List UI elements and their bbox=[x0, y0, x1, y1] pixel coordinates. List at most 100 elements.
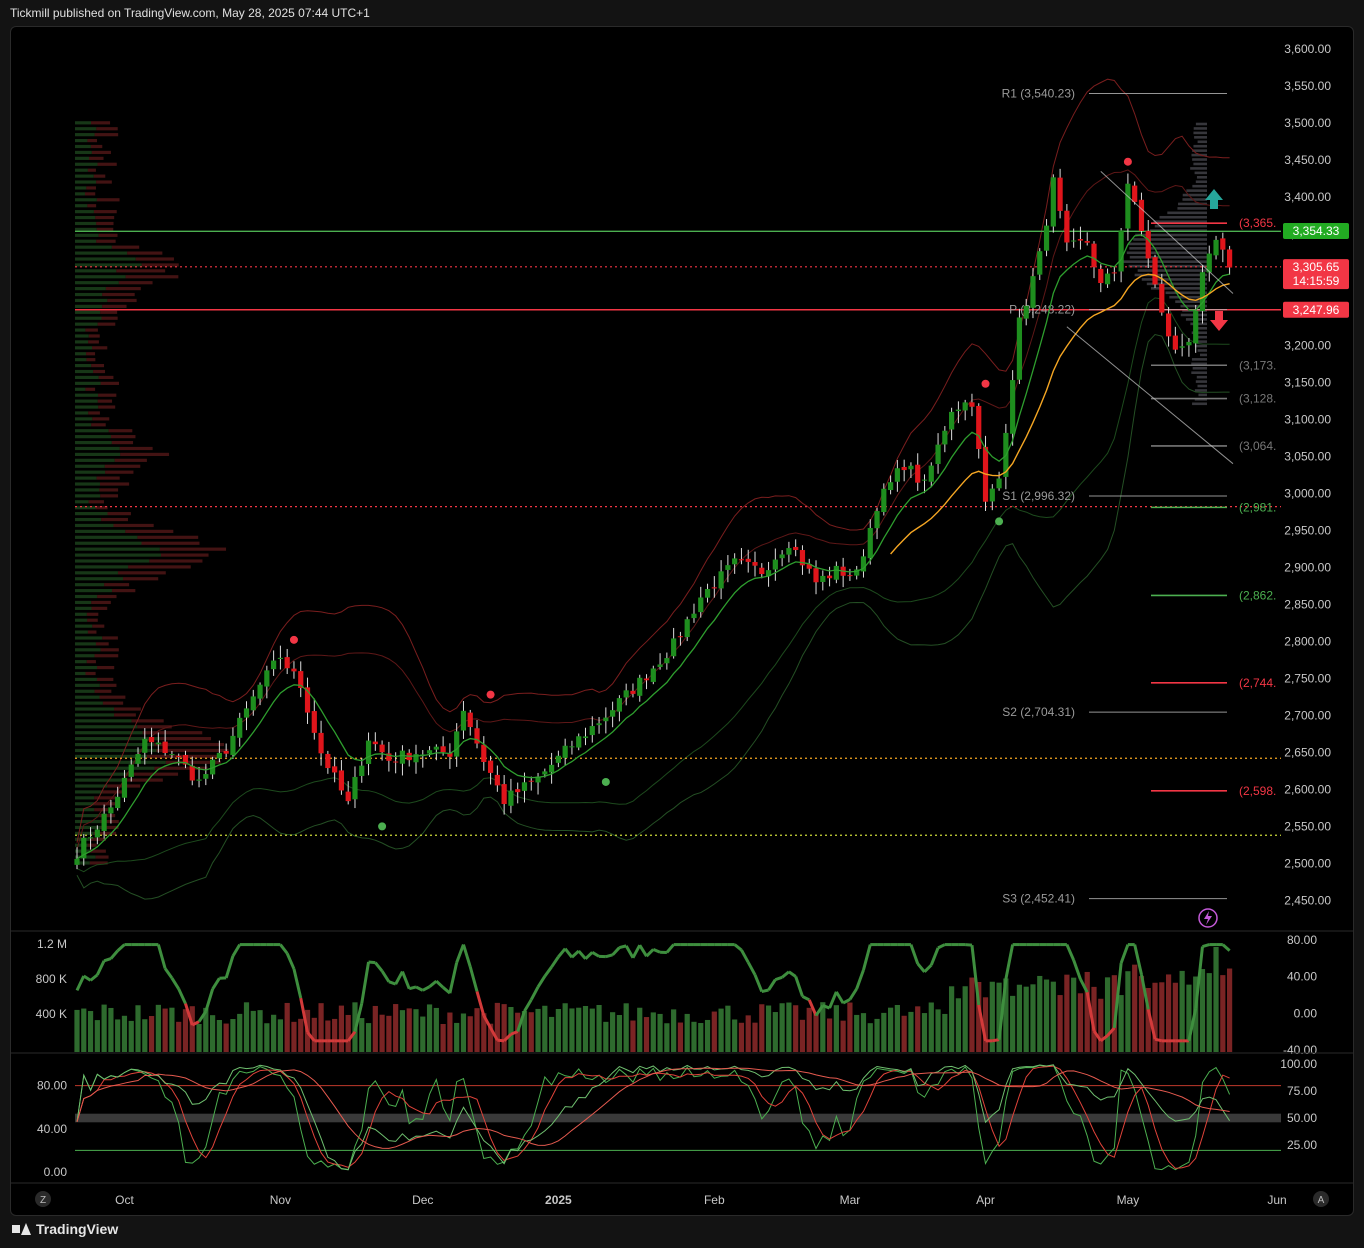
volume-oscillator-segment bbox=[929, 947, 940, 966]
volume-profile-bar-up bbox=[75, 304, 103, 308]
price-tick: 2,950.00 bbox=[1284, 523, 1331, 537]
volume-profile-bar-down bbox=[111, 440, 134, 445]
zoom-reset-button[interactable]: Z bbox=[35, 1191, 51, 1207]
volume-profile-bar-up bbox=[75, 440, 112, 445]
oscillator-tick: 80.00 bbox=[1287, 933, 1317, 947]
time-tick: Jun bbox=[1267, 1193, 1286, 1207]
volume-profile-bar-down bbox=[102, 292, 135, 297]
volume-profile-bar-up bbox=[75, 257, 136, 261]
volume-profile-bar-up bbox=[75, 506, 96, 510]
volume-oscillator-segment bbox=[89, 973, 99, 982]
bull-candle bbox=[271, 660, 277, 670]
volume-bar bbox=[637, 1007, 643, 1052]
volume-profile-bar-up bbox=[75, 127, 97, 131]
volume-bar bbox=[840, 1020, 846, 1052]
bull-candle bbox=[718, 571, 724, 589]
volume-bar bbox=[87, 1011, 94, 1052]
volume-profile-bar-down bbox=[86, 186, 96, 190]
bull-candle bbox=[426, 750, 433, 754]
volume-profile-bar-down bbox=[98, 393, 117, 397]
bull-candle bbox=[664, 658, 670, 664]
volume-bar bbox=[176, 1021, 182, 1052]
volume-profile-bar-up bbox=[75, 512, 108, 516]
bear-candle bbox=[291, 668, 297, 672]
chart-frame[interactable]: R1 (3,540.23) P (3,248.22) S1 (2,996.32) S2… bbox=[10, 26, 1354, 1216]
volume-bar bbox=[1227, 968, 1233, 1052]
volume-profile-bar-up bbox=[75, 186, 87, 190]
bear-candle bbox=[806, 564, 812, 569]
volume-oscillator-segment bbox=[788, 970, 797, 978]
volume-oscillator-segment bbox=[923, 964, 933, 973]
bull-candle bbox=[365, 740, 372, 764]
volume-oscillator-segment bbox=[1202, 943, 1210, 949]
bull-candle bbox=[833, 565, 839, 580]
bull-candle bbox=[460, 710, 467, 731]
volume-profile-bar-down bbox=[141, 541, 200, 545]
price-tag-value: 3,247.96 bbox=[1293, 303, 1340, 317]
bull-candle bbox=[81, 837, 87, 859]
price-tick: 2,900.00 bbox=[1284, 560, 1331, 574]
chart-svg[interactable]: R1 (3,540.23)P (3,248.22)S1 (2,996.32)S2… bbox=[11, 27, 1353, 1215]
volume-profile-bar-down bbox=[110, 435, 136, 439]
volume-bar bbox=[976, 982, 982, 1052]
auto-scale-button[interactable]: A bbox=[1313, 1191, 1329, 1207]
volume-profile-bar-up bbox=[75, 446, 120, 451]
volume-profile-bar-down bbox=[126, 778, 163, 782]
brand-label: TradingView bbox=[36, 1221, 119, 1237]
bull-candle bbox=[596, 723, 602, 726]
volume-profile-bar-down bbox=[91, 363, 105, 368]
volume-profile-bar-up bbox=[75, 589, 113, 593]
bear-candle bbox=[494, 774, 500, 786]
volume-profile-bar-up bbox=[75, 565, 129, 569]
lower-band-inner bbox=[76, 297, 1230, 873]
bull-candle bbox=[1030, 276, 1036, 308]
session-profile-bar bbox=[1194, 136, 1207, 139]
tradingview-brand[interactable]: TradingView bbox=[12, 1221, 118, 1237]
bear-candle bbox=[1098, 268, 1104, 284]
volume-oscillator-segment bbox=[997, 978, 1008, 1040]
volume-bar bbox=[196, 1023, 202, 1052]
volume-oscillator-segment bbox=[550, 956, 560, 968]
price-tick: 2,500.00 bbox=[1284, 856, 1331, 870]
volume-oscillator-segment bbox=[781, 970, 790, 979]
volume-bar bbox=[989, 981, 995, 1052]
volume-profile-bar-down bbox=[89, 861, 108, 865]
price-tick: 2,450.00 bbox=[1284, 893, 1331, 907]
volume-bar bbox=[521, 1010, 528, 1052]
session-profile-bar bbox=[1193, 127, 1207, 130]
session-profile-bar bbox=[1192, 149, 1207, 152]
volume-bar bbox=[996, 982, 1002, 1052]
volume-bar bbox=[555, 1008, 561, 1052]
bear-candle bbox=[759, 567, 765, 575]
volume-oscillator-segment bbox=[814, 1004, 825, 1017]
bear-candle bbox=[813, 568, 819, 583]
pivot-label: R1 (3,540.23) bbox=[1002, 86, 1075, 100]
bear-candle bbox=[969, 402, 975, 407]
volume-profile-bar-down bbox=[117, 571, 166, 575]
volume-profile-bar-up bbox=[75, 482, 100, 486]
volume-bar bbox=[1023, 986, 1029, 1052]
volume-profile-bar-down bbox=[86, 612, 99, 616]
volume-profile-bar-up bbox=[75, 725, 138, 729]
price-tick: 2,750.00 bbox=[1284, 671, 1331, 685]
volume-profile-bar-up bbox=[75, 316, 102, 320]
session-profile-bar bbox=[1191, 153, 1207, 157]
volume-bar bbox=[664, 1023, 670, 1052]
volume-profile-bar-up bbox=[75, 808, 95, 812]
volume-oscillator-segment bbox=[1194, 946, 1204, 1009]
volume-profile-bar-down bbox=[95, 215, 115, 220]
time-tick: Apr bbox=[976, 1193, 995, 1207]
volume-profile-bar-up bbox=[75, 772, 127, 776]
volume-profile-bar-up bbox=[75, 500, 89, 504]
signal-dot bbox=[995, 517, 1004, 526]
volume-bar bbox=[874, 1018, 880, 1052]
oscillator-tick: 0.00 bbox=[1294, 1006, 1318, 1020]
volume-oscillator-segment bbox=[360, 961, 371, 1004]
volume-profile-bar-down bbox=[87, 843, 97, 847]
price-tag bbox=[1283, 259, 1349, 290]
volume-bar bbox=[942, 1013, 948, 1052]
volume-bar bbox=[1050, 981, 1056, 1052]
pivot-label: S1 (2,996.32) bbox=[1002, 489, 1075, 503]
moving-averages bbox=[76, 234, 1230, 860]
